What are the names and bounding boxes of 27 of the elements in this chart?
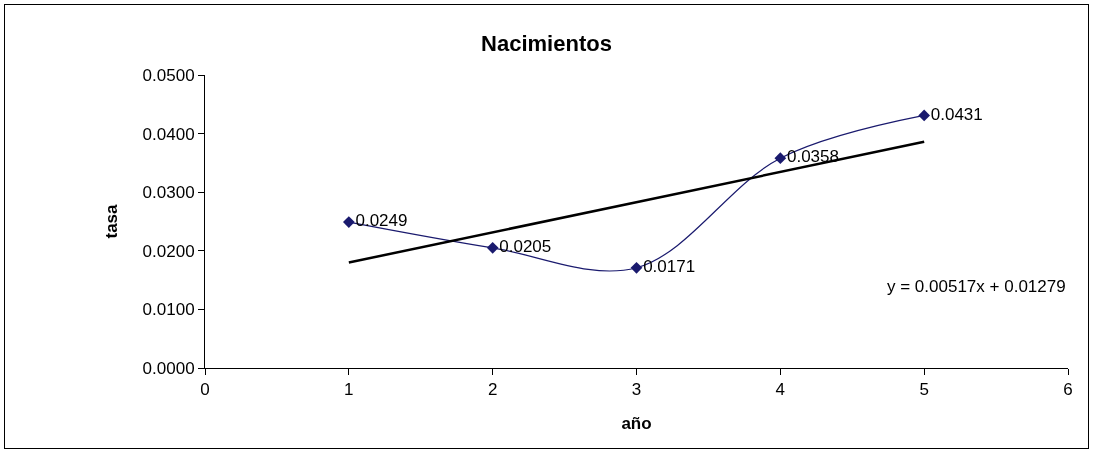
- x-tick-label: 1: [344, 380, 354, 400]
- y-tick-label: 0.0300: [142, 183, 195, 203]
- y-tick-label: 0.0000: [142, 358, 195, 378]
- point: [342, 216, 355, 228]
- x-tick-label: 5: [919, 380, 929, 400]
- x-tick-label: 3: [631, 380, 642, 400]
- point: [630, 261, 643, 274]
- y-tick-label: 0.0100: [142, 300, 195, 320]
- data-label: 0.0358: [786, 147, 839, 167]
- x-tick-label: 4: [775, 380, 786, 400]
- data-label: 0.0249: [355, 211, 408, 231]
- x-tick-label: 6: [1063, 380, 1073, 400]
- y-tick-label: 0.0400: [142, 124, 195, 144]
- point: [774, 152, 787, 165]
- point: [486, 242, 499, 254]
- chart-title: Nacimientos: [481, 31, 612, 57]
- data-label: 0.0171: [643, 257, 696, 277]
- y-axis-title: tasa: [102, 203, 122, 239]
- annotation: y = 0.00517x + 0.01279: [887, 277, 1066, 296]
- y-tick-label: 0.0500: [142, 65, 195, 85]
- x-tick-label: 0: [200, 380, 210, 400]
- data-label: 0.0431: [930, 104, 983, 124]
- point: [918, 109, 931, 122]
- y-tick-label: 0.0200: [142, 241, 195, 261]
- data-label: 0.0205: [499, 237, 552, 257]
- x-tick-label: 2: [487, 380, 498, 400]
- x-axis-title: año: [621, 414, 652, 433]
